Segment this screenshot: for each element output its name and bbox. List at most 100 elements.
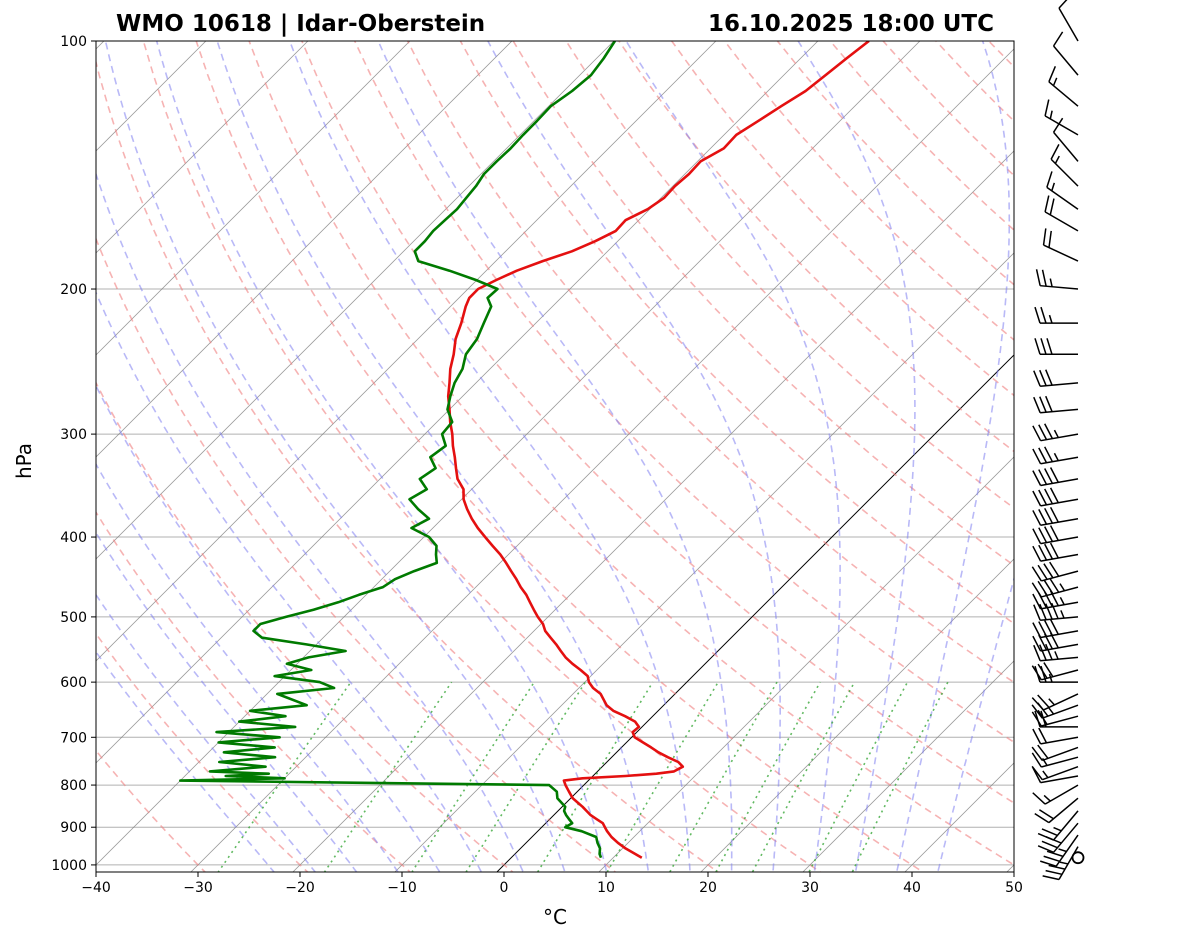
- wind-barb-flag: [1044, 423, 1054, 439]
- wind-barb-flag: [1031, 704, 1043, 719]
- x-tick-label: −20: [285, 880, 315, 896]
- wind-barb-staff: [1050, 158, 1079, 187]
- wind-barb: [1031, 693, 1079, 711]
- wind-barb-flag: [1032, 425, 1042, 442]
- isotherm--70: [96, 41, 615, 560]
- mixing-ratio-line: [536, 681, 654, 872]
- wind-barb-flag: [1045, 369, 1053, 386]
- wind-barb-flag: [1049, 542, 1059, 559]
- wind-barb: [1034, 797, 1079, 824]
- x-tick-label: 0: [500, 880, 509, 896]
- wind-barb-flag: [1048, 66, 1057, 83]
- wind-barb-flag: [1042, 875, 1060, 881]
- wind-barb-staff: [1040, 536, 1079, 545]
- wind-barb: [1033, 643, 1079, 662]
- wind-barb-staff: [1052, 822, 1079, 853]
- wind-barb-flag: [1049, 487, 1059, 504]
- wind-barb-flag: [1038, 447, 1048, 464]
- isotherm-20: [700, 558, 1014, 872]
- dry-adiabat: [96, 510, 412, 872]
- wind-barb-flag: [1032, 448, 1042, 465]
- wind-barb-flag: [1040, 860, 1057, 867]
- wind-barb-staff: [1040, 775, 1079, 784]
- y-tick-label: 1000: [51, 858, 87, 874]
- wind-barb-staff: [1058, 7, 1079, 42]
- wind-barb: [1032, 487, 1079, 507]
- isotherm-40: [904, 762, 1014, 872]
- wind-barb-staff: [1044, 211, 1079, 232]
- moist-adiabat: [96, 290, 483, 872]
- wind-barb-flag: [1038, 527, 1048, 543]
- wind-barb: [1032, 784, 1079, 805]
- wind-barb-flag: [1039, 603, 1047, 620]
- wind-barb-staff: [1052, 45, 1079, 76]
- x-tick-label: −40: [81, 880, 111, 896]
- wind-barb-flag: [1032, 728, 1042, 745]
- wind-barb-half-flag: [1053, 826, 1062, 832]
- wind-barb-flag: [1032, 490, 1042, 507]
- wind-barb-flag: [1050, 144, 1060, 160]
- wind-barb-flag: [1033, 644, 1041, 661]
- dry-adiabat: [96, 632, 309, 872]
- wind-barb-flag: [1031, 566, 1042, 582]
- y-tick-label: 200: [60, 282, 87, 298]
- wind-barb: [1032, 525, 1079, 545]
- wind-barb-flag: [1032, 528, 1042, 544]
- moist-adiabat: [96, 171, 524, 872]
- wind-barb-flag: [1031, 711, 1042, 727]
- isotherm--50: [96, 41, 819, 764]
- wind-barb-flag: [1041, 840, 1058, 849]
- dry-adiabat: [671, 41, 1014, 397]
- wind-barb: [1031, 744, 1079, 762]
- wind-barb-flag: [1051, 602, 1059, 619]
- wind-barb-flag: [1038, 621, 1048, 637]
- wind-barb-flag: [1034, 812, 1050, 824]
- moist-adiabat: [377, 41, 733, 872]
- mixing-ratio-line: [808, 681, 909, 872]
- wind-barb-half-flag: [1058, 848, 1067, 853]
- wind-barb-flag: [1031, 665, 1042, 681]
- wind-barb-flag: [1044, 526, 1054, 542]
- wind-barb: [1032, 542, 1079, 562]
- mixing-ratio-line: [851, 681, 949, 872]
- wind-barb-flag: [1049, 525, 1059, 541]
- wind-barb-calm: [1071, 851, 1085, 865]
- profiles: [179, 41, 870, 859]
- wind-barb-flag: [1039, 644, 1047, 661]
- y-tick-label: 500: [60, 610, 87, 626]
- mixing-ratio-line: [751, 681, 856, 872]
- wind-barb-flag: [1038, 727, 1048, 744]
- wind-barb-flag: [1044, 99, 1050, 117]
- isotherm--60: [96, 41, 717, 662]
- wind-barb-flag: [1045, 395, 1053, 412]
- wind-barb-flag: [1038, 424, 1048, 441]
- wind-barb-flag: [1052, 117, 1064, 133]
- wind-barb: [1034, 338, 1078, 356]
- wind-barb-flag: [1041, 269, 1047, 287]
- wind-barb-flag: [1049, 506, 1059, 523]
- moist-adiabat: [797, 41, 916, 872]
- wind-barb-flag: [1044, 507, 1054, 524]
- wind-barb-half-flag: [1047, 706, 1055, 715]
- dry-adiabat: [406, 41, 1014, 684]
- wind-barb-flag: [1049, 577, 1060, 593]
- temperature-profile: [446, 41, 870, 859]
- mixing-ratio-line: [668, 681, 778, 872]
- wind-barb: [1048, 66, 1079, 107]
- wind-barb-flag: [1034, 338, 1041, 355]
- wind-barb: [1058, 0, 1079, 42]
- wind-barb-flag: [1046, 850, 1064, 858]
- isotherm-0: [496, 354, 1014, 872]
- wind-barb-half-flag: [1054, 155, 1060, 164]
- wind-barb-half-flag: [1048, 673, 1053, 683]
- wind-barb-flag: [1037, 832, 1054, 841]
- wind-barb-flag: [1037, 845, 1054, 854]
- dry-adiabat: [829, 41, 1014, 232]
- moist-adiabat: [96, 650, 276, 872]
- wind-barb-half-flag: [1048, 314, 1053, 324]
- wind-barb: [1032, 506, 1079, 527]
- wind-barb-flag: [1032, 792, 1046, 805]
- wind-barb: [1031, 561, 1079, 582]
- wind-barb: [1050, 144, 1079, 187]
